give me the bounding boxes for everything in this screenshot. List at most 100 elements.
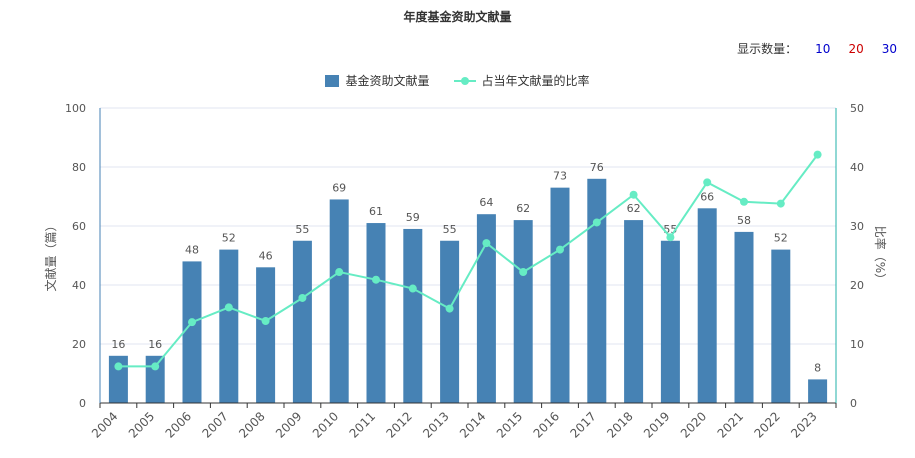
legend-bar-swatch (325, 74, 340, 87)
x-tick-label: 2016 (531, 409, 562, 440)
ratio-point (224, 303, 233, 312)
bar (108, 355, 128, 403)
bar-value-label: 52 (774, 232, 788, 245)
display-count-label: 显示数量： (737, 42, 798, 56)
legend-item-bar-series[interactable]: 基金资助文献量 (325, 72, 430, 89)
x-tick-label: 2019 (641, 409, 672, 440)
display-count-option-10[interactable]: 10 (815, 41, 831, 56)
ratio-point (666, 233, 675, 242)
ratio-point (740, 197, 748, 206)
display-count-option-20[interactable]: 20 (848, 41, 864, 56)
y2-tick-label: 30 (850, 220, 864, 233)
y2-tick-label: 50 (850, 102, 864, 115)
y-tick-label: 80 (72, 161, 86, 174)
bar (329, 199, 349, 403)
y2-tick-label: 0 (850, 397, 857, 410)
bar-value-label: 62 (516, 202, 530, 215)
display-count-option-30[interactable]: 30 (881, 41, 897, 56)
ratio-point (482, 239, 491, 248)
x-tick-label: 2007 (199, 409, 230, 440)
bar (256, 267, 276, 403)
y-tick-label: 60 (72, 220, 86, 233)
x-tick-label: 2006 (163, 409, 194, 440)
x-tick-label: 2008 (236, 409, 267, 440)
bar (145, 355, 165, 403)
legend-line-swatch (453, 75, 476, 87)
ratio-point (372, 275, 380, 284)
bar-value-label: 66 (700, 190, 714, 203)
bar (219, 249, 239, 403)
x-tick-label: 2018 (604, 409, 635, 440)
ratio-point (261, 316, 270, 325)
ratio-point (519, 268, 528, 277)
bar (808, 379, 828, 403)
bar-value-label: 61 (369, 205, 383, 218)
ratio-point (408, 284, 417, 293)
bar-value-label: 55 (295, 223, 309, 236)
bar-value-label: 46 (259, 249, 273, 262)
bar-value-label: 64 (479, 196, 493, 209)
ratio-point (592, 218, 601, 227)
y2-axis-title: 比率（%） (873, 226, 888, 285)
y-tick-label: 20 (72, 338, 86, 351)
x-tick-label: 2022 (751, 409, 782, 440)
x-tick-label: 2014 (457, 409, 488, 440)
bar (550, 187, 570, 403)
bar-value-label: 52 (222, 232, 236, 245)
bar-value-label: 48 (185, 243, 199, 256)
y2-tick-label: 10 (850, 338, 864, 351)
bar-value-label: 16 (148, 338, 162, 351)
ratio-point (335, 268, 344, 277)
x-tick-label: 2012 (383, 409, 414, 440)
display-count-selector: 显示数量： 10 20 30 (737, 40, 897, 57)
ratio-point (556, 245, 564, 254)
ratio-point (776, 199, 785, 208)
ratio-line (118, 154, 819, 368)
bar (182, 261, 202, 403)
y-tick-label: 40 (72, 279, 86, 292)
bar (587, 178, 607, 403)
x-tick-label: 2011 (347, 409, 378, 440)
bar (513, 220, 533, 403)
bar (292, 240, 312, 403)
bar (771, 249, 791, 403)
chart-legend: 基金资助文献量 占当年文献量的比率 (0, 72, 915, 89)
ratio-point (188, 318, 196, 327)
x-tick-label: 2017 (567, 409, 598, 440)
ratio-point (629, 190, 638, 199)
bar (624, 220, 644, 403)
bar-value-label: 58 (737, 214, 751, 227)
legend-item-line-series[interactable]: 占当年文献量的比率 (453, 72, 590, 89)
x-tick-label: 2020 (678, 409, 709, 440)
ratio-point (114, 362, 123, 371)
x-tick-label: 2021 (715, 409, 746, 440)
ratio-point (151, 362, 160, 371)
x-tick-label: 2013 (420, 409, 451, 440)
y-tick-label: 0 (79, 397, 86, 410)
bar (440, 240, 460, 403)
x-tick-label: 2010 (310, 409, 341, 440)
bar (660, 240, 680, 403)
ratio-point (813, 150, 822, 159)
y-axis-title: 文献量（篇） (43, 219, 58, 291)
bar-value-label: 69 (332, 181, 346, 194)
x-tick-label: 2004 (89, 409, 120, 440)
bar-value-label: 8 (814, 361, 821, 374)
bar-value-label: 76 (590, 161, 604, 174)
bar-value-label: 73 (553, 170, 567, 183)
ratio-point (298, 293, 307, 302)
bar (476, 214, 496, 403)
bar (734, 231, 754, 403)
x-tick-label: 2023 (788, 409, 819, 440)
bar-value-label: 59 (406, 211, 420, 224)
legend-bar-label: 基金资助文献量 (345, 74, 430, 88)
bar-value-label: 55 (443, 223, 457, 236)
ratio-point (445, 304, 454, 313)
bar-value-label: 62 (627, 202, 641, 215)
y2-tick-label: 40 (850, 161, 864, 174)
ratio-point (703, 178, 712, 187)
bar-value-label: 16 (111, 338, 125, 351)
chart-title: 年度基金资助文献量 (403, 10, 512, 24)
